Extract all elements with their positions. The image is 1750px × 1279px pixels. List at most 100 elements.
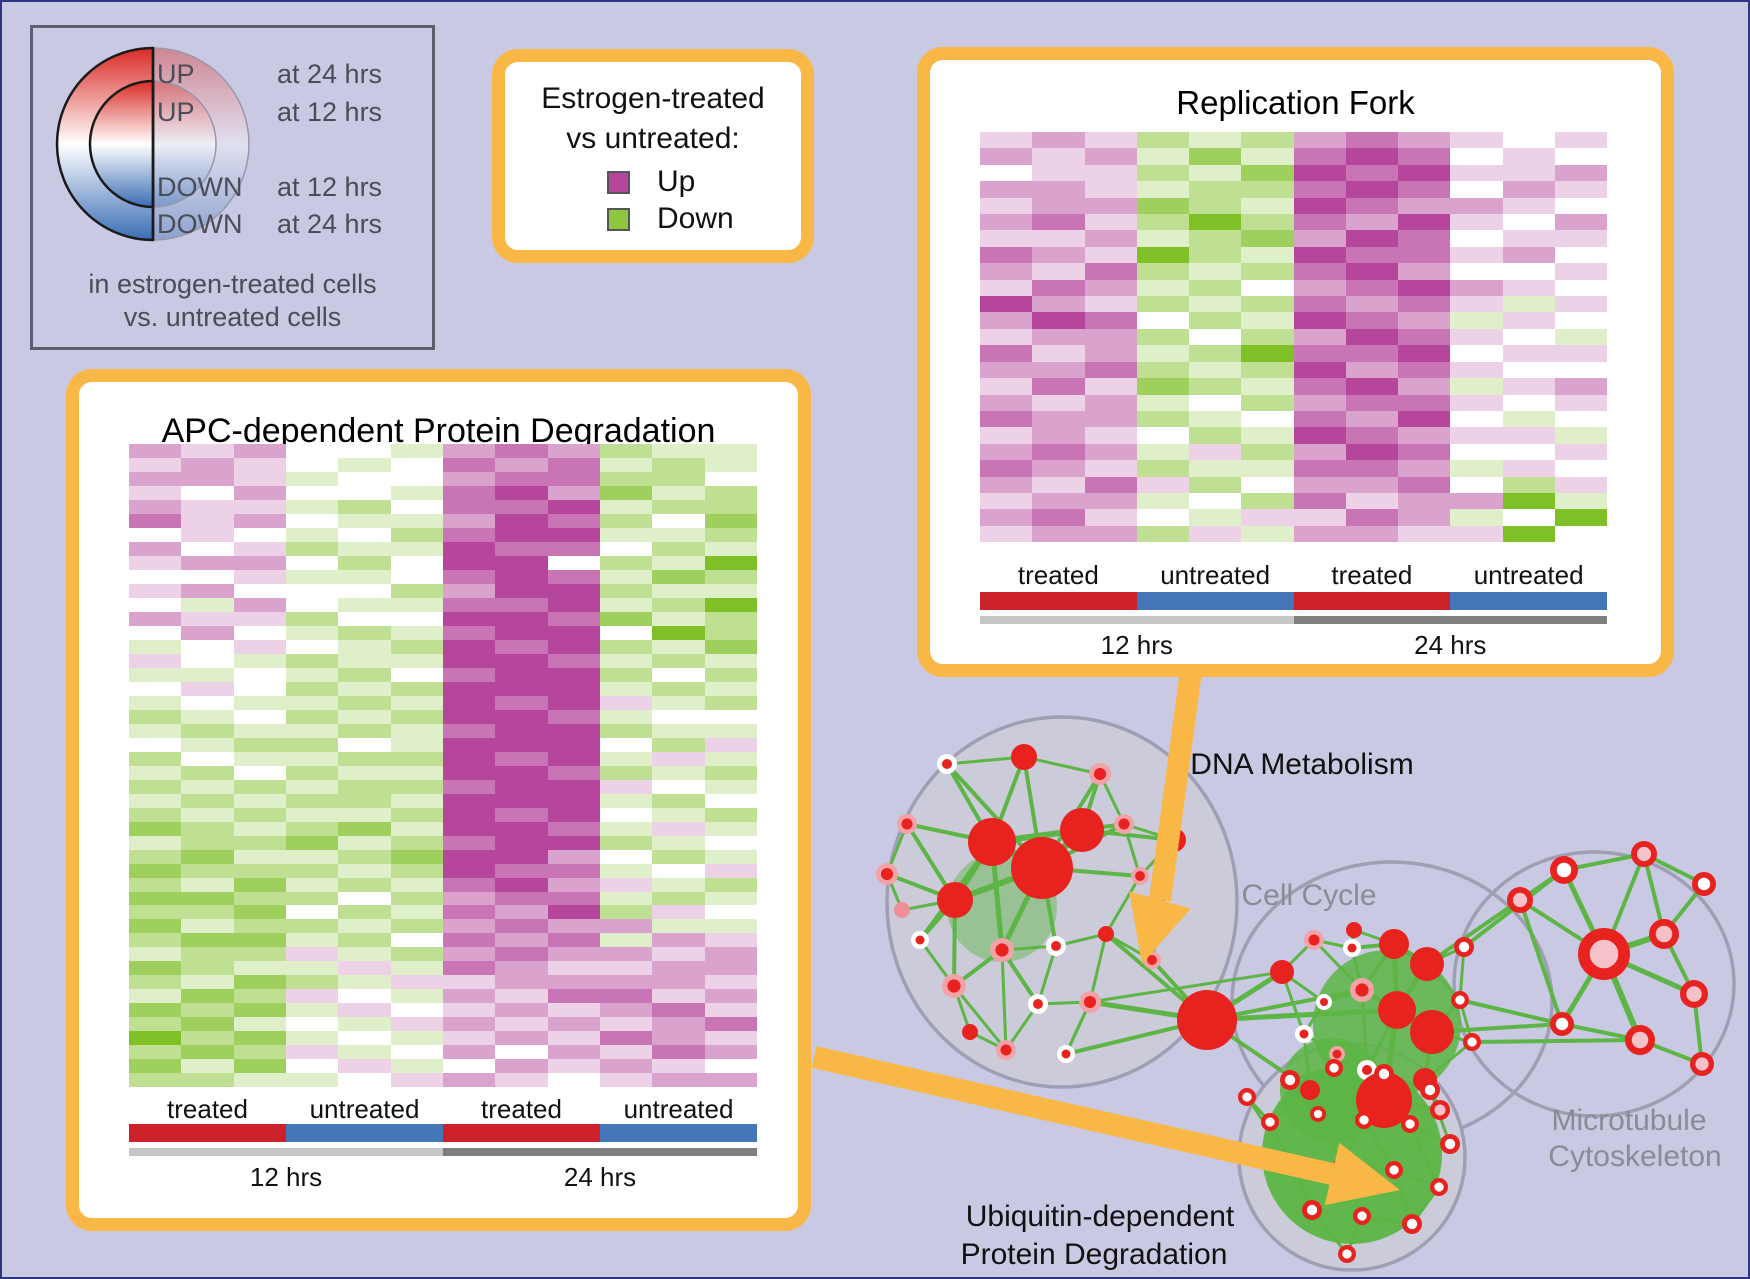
heatmap-cell [1554, 181, 1607, 198]
heatmap-cell [233, 765, 286, 780]
heatmap-cell [1345, 230, 1398, 247]
network-node-donut-hole [1697, 877, 1711, 891]
heatmap-cell [599, 485, 653, 500]
heatmap-cell [652, 709, 705, 724]
heatmap-cell [652, 835, 705, 850]
heatmap-cell [495, 891, 548, 906]
heatmap-cell [1189, 345, 1242, 362]
heatmap-cell [1345, 263, 1398, 280]
heatmap-color-legend: UP at 24 hrs UP at 12 hrs DOWN at 12 hrs… [30, 25, 435, 350]
heatmap-cell [547, 444, 600, 458]
heatmap-cell [390, 513, 443, 528]
heatmap-cell [390, 933, 443, 948]
heatmap-cell [129, 444, 182, 458]
heatmap-cell [1241, 361, 1294, 379]
heatmap-cell [233, 653, 286, 668]
heatmap-cell [442, 989, 496, 1004]
heatmap-cell [1241, 263, 1294, 280]
network-node-solid [1410, 1010, 1454, 1054]
rf-group-untreated-12: untreated [1160, 560, 1271, 590]
heatmap-cell [338, 1003, 391, 1018]
network-node-core [1051, 941, 1061, 951]
heatmap-cell [1398, 214, 1451, 231]
legend-dir-up-24: UP [157, 59, 195, 89]
heatmap-cell [1189, 443, 1242, 461]
heatmap-cell [1032, 296, 1085, 313]
heatmap-cell [704, 849, 757, 864]
heatmap-cell [1084, 181, 1137, 198]
heatmap-row [980, 148, 1607, 165]
heatmap-cell [1502, 509, 1555, 526]
heatmap-row [980, 460, 1607, 477]
heatmap-cell [1398, 132, 1451, 149]
heatmap-cell [1502, 328, 1555, 346]
heatmap-cell [129, 863, 182, 878]
network-edge [1408, 1123, 1441, 1188]
heatmap-cell [1398, 345, 1451, 362]
heatmap-cell [1084, 525, 1137, 543]
heatmap-cell [181, 653, 234, 668]
heatmap-cell [181, 821, 234, 836]
heatmap-cell [652, 961, 705, 976]
heatmap-cell [181, 625, 234, 640]
heatmap-cell [652, 1073, 705, 1088]
heatmap-cell [442, 695, 496, 710]
heatmap-cell [1241, 328, 1294, 346]
heatmap-cell [181, 793, 234, 808]
heatmap-cell [1293, 443, 1346, 461]
network-node-solid [1378, 991, 1416, 1029]
heatmap-cell [704, 1045, 757, 1060]
heatmap-cell [1189, 230, 1242, 247]
down-label: Down [657, 202, 734, 235]
heatmap-cell [1084, 148, 1137, 165]
heatmap-cell [704, 737, 757, 752]
heatmap-row [129, 1003, 757, 1018]
heatmap-cell [1189, 410, 1242, 428]
heatmap-cell [442, 471, 496, 486]
heatmap-cell [390, 695, 443, 710]
estrogen-legend-title-line1: Estrogen-treated [541, 82, 765, 115]
heatmap-cell [1189, 361, 1242, 379]
heatmap-cell [233, 1031, 286, 1046]
heatmap-cell [442, 905, 496, 920]
heatmap-cell [233, 989, 286, 1004]
heatmap-cell [1189, 164, 1242, 182]
heatmap-row [980, 328, 1607, 346]
heatmap-cell [1241, 378, 1294, 395]
cluster-microtubule-cytoskeleton [1452, 850, 1736, 1118]
heatmap-cell [1450, 246, 1503, 264]
heatmap-cell [129, 597, 182, 612]
heatmap-cell [285, 1059, 339, 1074]
heatmap-cell [599, 583, 653, 598]
heatmap-cell [652, 1003, 705, 1018]
heatmap-cell [599, 723, 653, 738]
heatmap-cell [338, 583, 391, 598]
apc-group-untreated-12: untreated [309, 1094, 420, 1124]
rf-condition-bar [980, 592, 1607, 610]
heatmap-cell [338, 807, 391, 822]
heatmap-cell [547, 835, 600, 850]
heatmap-cell [1502, 312, 1555, 329]
heatmap-cell [181, 1059, 234, 1074]
heatmap-row [129, 891, 757, 906]
apc-heatmap [129, 444, 757, 1088]
network-node-donut-hole [1455, 995, 1465, 1005]
heatmap-cell [1032, 345, 1085, 362]
heatmap-cell [1398, 460, 1451, 477]
network-node-core [1320, 998, 1328, 1006]
heatmap-cell [390, 457, 443, 472]
heatmap-cell [1032, 279, 1085, 297]
heatmap-cell [233, 1003, 286, 1018]
heatmap-cell [1502, 394, 1555, 411]
heatmap-cell [1398, 164, 1451, 182]
heatmap-cell [1293, 246, 1346, 264]
rf-group-treated-12: treated [1017, 560, 1099, 590]
heatmap-cell [338, 695, 391, 710]
heatmap-cell [1032, 263, 1085, 280]
rf-bar-treated-24 [1293, 592, 1451, 610]
network-node-solid [1177, 990, 1237, 1050]
heatmap-cell [129, 625, 182, 640]
up-down-circles-icon [55, 46, 250, 242]
heatmap-cell [233, 681, 286, 696]
heatmap-row [980, 525, 1607, 543]
